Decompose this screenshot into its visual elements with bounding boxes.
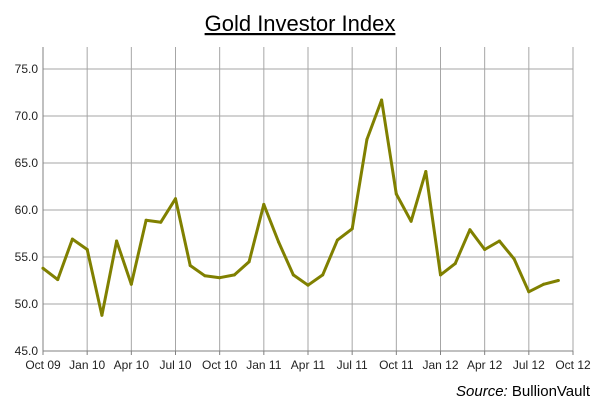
y-axis-tick-labels: 45.0 50.0 55.0 60.0 65.0 70.0 75.0 <box>15 62 39 358</box>
source-label: Source: <box>456 383 508 400</box>
data-point <box>424 170 428 173</box>
x-axis-tick-labels: Oct 09 Jan 10 Apr 10 Jul 10 Oct 10 Jan 11 Apr … <box>25 358 591 372</box>
x-tick-label: Apr 12 <box>467 358 503 372</box>
data-point <box>439 273 442 277</box>
x-tick-label: Apr 11 <box>291 358 326 372</box>
data-point <box>115 239 119 243</box>
data-point <box>129 282 133 286</box>
data-point <box>453 262 457 266</box>
data-point <box>380 98 384 102</box>
data-point <box>262 202 266 206</box>
data-point <box>100 313 104 317</box>
data-point <box>409 219 413 223</box>
data-point <box>335 238 339 242</box>
data-point <box>41 266 45 270</box>
data-point <box>188 264 192 267</box>
series-line-0 <box>41 98 560 317</box>
y-tick-label: 50.0 <box>15 297 39 311</box>
data-point <box>174 197 177 201</box>
data-point <box>556 279 560 282</box>
x-tick-label: Oct 12 <box>555 358 591 372</box>
data-point <box>159 220 163 224</box>
y-tick-label: 60.0 <box>15 203 39 217</box>
x-tick-label: Jul 11 <box>337 358 368 372</box>
y-tick-label: 65.0 <box>15 156 39 170</box>
data-point <box>542 282 546 286</box>
series-layer <box>41 98 560 317</box>
data-point <box>203 274 207 278</box>
y-tick-label: 55.0 <box>15 250 39 264</box>
x-tick-label: Oct 10 <box>202 358 238 372</box>
gridlines <box>42 47 574 352</box>
data-point <box>394 192 398 196</box>
x-tick-label: Jan 11 <box>246 358 281 372</box>
data-point <box>306 283 310 287</box>
x-tick-label: Jul 10 <box>159 358 191 372</box>
data-point <box>232 273 236 277</box>
data-point <box>483 248 487 251</box>
x-tick-label: Apr 10 <box>114 358 150 372</box>
data-point <box>144 218 148 222</box>
x-tick-label: Oct 09 <box>25 358 61 372</box>
data-point <box>527 290 531 294</box>
data-point <box>70 237 74 241</box>
source-note: Source: BullionVault <box>456 383 591 400</box>
data-point <box>350 227 354 231</box>
data-point <box>497 239 501 243</box>
data-point <box>512 257 516 261</box>
x-tick-label: Jul 12 <box>513 358 545 372</box>
y-tick-label: 70.0 <box>15 109 39 123</box>
data-point <box>277 240 281 244</box>
data-point <box>56 278 60 282</box>
data-point <box>321 273 325 277</box>
data-point <box>291 273 295 277</box>
axes <box>42 47 574 355</box>
data-point <box>468 228 472 232</box>
data-point <box>365 138 369 141</box>
data-point <box>247 260 251 264</box>
y-tick-label: 75.0 <box>15 62 39 76</box>
x-tick-label: Jan 10 <box>69 358 105 372</box>
x-tick-label: Oct 11 <box>379 358 414 372</box>
data-point <box>85 248 89 251</box>
data-point <box>218 276 222 280</box>
source-name: BullionVault <box>508 383 591 400</box>
y-tick-label: 45.0 <box>15 344 39 358</box>
x-tick-label: Jan 12 <box>422 358 458 372</box>
chart-title: Gold Investor Index <box>205 11 396 36</box>
